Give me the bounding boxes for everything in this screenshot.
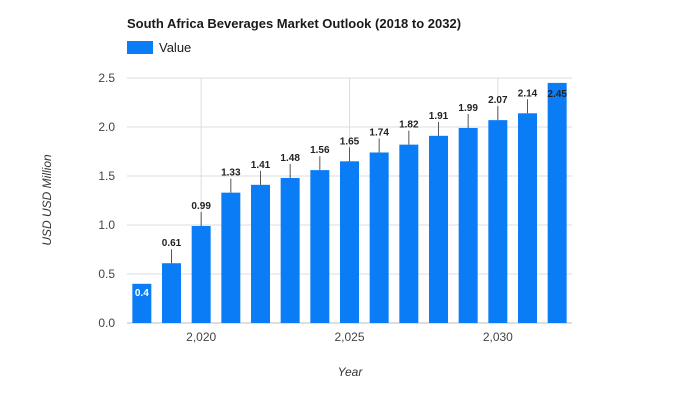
data-label: 0.4	[135, 288, 149, 299]
y-tick-label: 0.0	[98, 316, 115, 330]
data-label: 1.99	[458, 103, 478, 114]
bar[interactable]	[221, 192, 241, 323]
legend[interactable]: Value	[127, 40, 191, 55]
bar[interactable]	[369, 152, 389, 323]
y-axis-title: USD USD Million	[40, 154, 54, 246]
x-tick-label: 2,025	[334, 330, 364, 344]
data-label: 0.99	[191, 201, 211, 212]
bar[interactable]	[251, 184, 270, 323]
y-axis-ticks: 0.0 0.5 1.0 1.5 2.0 2.5	[98, 71, 115, 330]
bar[interactable]	[162, 263, 181, 323]
x-axis-ticks: 2,020 2,025 2,030	[186, 330, 513, 344]
y-tick-label: 2.5	[98, 71, 115, 85]
legend-label-value: Value	[159, 40, 191, 55]
bar[interactable]	[488, 120, 508, 323]
data-label: 1.91	[429, 111, 449, 122]
y-tick-label: 1.0	[98, 218, 115, 232]
x-tick-label: 2,030	[483, 330, 513, 344]
data-label: 2.14	[518, 88, 538, 99]
y-tick-label: 2.0	[98, 120, 115, 134]
bar[interactable]	[191, 225, 211, 323]
data-label: 1.41	[251, 160, 271, 171]
data-label: 2.45	[547, 89, 567, 100]
data-label: 0.61	[162, 238, 182, 249]
bar[interactable]	[458, 127, 478, 323]
data-label: 1.56	[310, 145, 330, 156]
data-label: 1.33	[221, 168, 241, 179]
bar[interactable]	[518, 113, 537, 323]
chart-title: South Africa Beverages Market Outlook (2…	[127, 16, 461, 31]
data-label: 1.74	[369, 127, 389, 138]
bar[interactable]	[429, 135, 448, 323]
x-axis-title: Year	[338, 365, 364, 379]
data-label: 1.82	[399, 120, 419, 131]
bar[interactable]	[280, 177, 300, 323]
bar[interactable]	[132, 283, 152, 323]
data-label: 1.65	[340, 136, 360, 147]
bar[interactable]	[340, 161, 359, 323]
y-tick-label: 0.5	[98, 267, 115, 281]
bar[interactable]	[547, 82, 567, 324]
data-label: 1.48	[280, 153, 300, 164]
bar[interactable]	[310, 170, 330, 323]
y-tick-label: 1.5	[98, 169, 115, 183]
bars	[132, 82, 567, 324]
data-labels: 0.4 0.61 0.99 1.33 1.41 1.48 1.56 1.65 1.74 1.82 1…	[135, 88, 567, 299]
data-label: 2.07	[488, 95, 508, 106]
bar[interactable]	[399, 144, 419, 323]
x-tick-label: 2,020	[186, 330, 216, 344]
legend-swatch-value	[127, 41, 153, 54]
